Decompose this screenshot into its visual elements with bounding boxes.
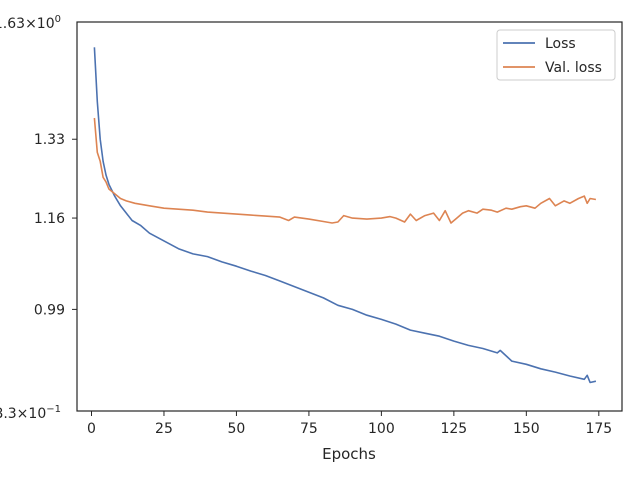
x-tick-label: 100: [368, 421, 395, 437]
x-tick-label: 50: [228, 421, 246, 437]
x-tick-label: 175: [585, 421, 612, 437]
plot-frame: [76, 21, 623, 412]
exponent: −1: [46, 404, 61, 415]
y-edge-label-top: 1.63×100: [0, 14, 61, 32]
x-tick-label: 0: [87, 421, 96, 437]
y-axis: 0.99 1.16 1.33: [34, 132, 77, 318]
mantissa: 1.63×: [0, 16, 37, 32]
base: 10: [37, 16, 55, 32]
base: 10: [28, 406, 46, 422]
y-tick-label: 0.99: [34, 302, 65, 318]
series-layer: [93, 47, 597, 384]
x-axis-label: Epochs: [322, 445, 376, 463]
y-tick-label: 1.16: [34, 211, 65, 227]
x-tick-label: 125: [440, 421, 467, 437]
legend-label: Loss: [545, 36, 576, 52]
legend: Loss Val. loss: [496, 29, 616, 81]
x-tick-label: 75: [300, 421, 318, 437]
y-tick-label: 1.33: [34, 132, 65, 148]
exponent: 0: [55, 14, 61, 25]
legend-label: Val. loss: [545, 60, 602, 76]
mantissa: 8.3×: [0, 406, 28, 422]
series-line-0: [93, 47, 597, 384]
series-line-1: [93, 117, 597, 224]
x-axis: 0 25 50 75 100 125 150 175: [87, 411, 612, 437]
x-tick-label: 25: [155, 421, 173, 437]
y-edge-label-bottom: 8.3×10−1: [0, 404, 61, 422]
x-tick-label: 150: [513, 421, 540, 437]
